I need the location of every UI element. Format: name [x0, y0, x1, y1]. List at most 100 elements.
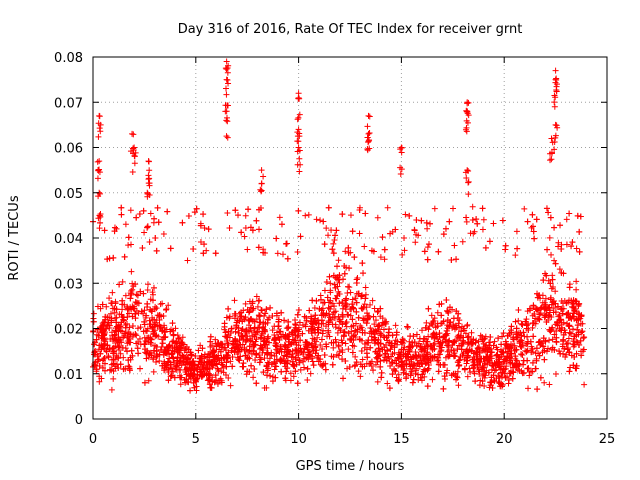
- data-point-peak: [96, 125, 103, 132]
- data-point: [376, 352, 383, 359]
- data-point: [404, 324, 411, 331]
- data-point: [413, 217, 420, 224]
- data-point: [95, 356, 102, 363]
- data-point: [93, 336, 100, 343]
- data-point: [340, 276, 347, 283]
- data-point: [273, 350, 280, 357]
- data-point: [300, 358, 307, 365]
- data-point: [513, 228, 520, 235]
- data-point: [247, 324, 254, 331]
- data-point: [242, 352, 249, 359]
- data-point: [236, 357, 243, 364]
- data-point: [142, 340, 149, 347]
- data-point: [493, 375, 500, 382]
- data-point: [242, 225, 249, 232]
- data-point: [473, 353, 480, 360]
- data-point: [570, 341, 577, 348]
- data-point-peak: [225, 80, 232, 87]
- data-point: [498, 348, 505, 355]
- data-point: [301, 313, 308, 320]
- data-point: [294, 380, 301, 387]
- data-point: [494, 351, 501, 358]
- data-point: [328, 227, 335, 234]
- data-point: [292, 317, 299, 324]
- data-point: [164, 358, 171, 365]
- data-point: [334, 274, 341, 281]
- data-point: [421, 345, 428, 352]
- data-point: [220, 344, 227, 351]
- data-point: [256, 297, 263, 304]
- data-point: [336, 316, 343, 323]
- data-point: [223, 363, 230, 370]
- data-point: [552, 300, 559, 307]
- data-point: [347, 212, 354, 219]
- data-point: [345, 346, 352, 353]
- data-point: [157, 325, 164, 332]
- data-point: [361, 301, 368, 308]
- data-point: [548, 346, 555, 353]
- data-point: [519, 342, 526, 349]
- data-point: [535, 307, 542, 314]
- data-point: [128, 287, 135, 294]
- data-point: [96, 225, 103, 232]
- data-point: [275, 316, 282, 323]
- data-point: [420, 368, 427, 375]
- data-point: [470, 336, 477, 343]
- data-point: [551, 257, 558, 264]
- data-point: [132, 281, 139, 288]
- data-point: [413, 342, 420, 349]
- data-point: [347, 336, 354, 343]
- data-point: [437, 343, 444, 350]
- data-point: [311, 304, 318, 311]
- data-point: [292, 339, 299, 346]
- data-point: [330, 272, 337, 279]
- data-point: [416, 363, 423, 370]
- data-point: [99, 301, 106, 308]
- data-point: [238, 313, 245, 320]
- data-point: [422, 346, 429, 353]
- data-point: [296, 357, 303, 364]
- data-point: [424, 383, 431, 390]
- data-point: [536, 338, 543, 345]
- data-point-peak: [552, 121, 559, 128]
- data-point: [279, 331, 286, 338]
- data-point-peak: [222, 102, 229, 109]
- data-point: [98, 375, 105, 382]
- data-point-peak: [222, 108, 229, 115]
- data-point: [303, 339, 310, 346]
- data-point: [345, 244, 352, 251]
- data-point: [468, 347, 475, 354]
- data-point-peak: [223, 85, 230, 92]
- data-point: [351, 254, 358, 261]
- data-point: [378, 331, 385, 338]
- data-point: [173, 357, 180, 364]
- data-point: [326, 314, 333, 321]
- data-point-peak: [145, 158, 152, 165]
- x-tick-label: 25: [599, 432, 616, 447]
- data-point: [566, 368, 573, 375]
- data-point: [262, 310, 269, 317]
- data-point-peak: [145, 176, 152, 183]
- data-point-peak: [97, 190, 104, 197]
- data-point: [411, 226, 418, 233]
- data-point: [141, 341, 148, 348]
- data-point: [119, 301, 126, 308]
- data-point: [264, 367, 271, 374]
- data-point: [435, 368, 442, 375]
- data-point: [205, 226, 212, 233]
- data-point: [523, 316, 530, 323]
- data-point: [541, 379, 548, 386]
- data-point: [331, 309, 338, 316]
- data-point: [488, 349, 495, 356]
- data-point: [291, 327, 298, 334]
- data-point: [125, 234, 132, 241]
- data-point: [503, 363, 510, 370]
- data-point: [473, 216, 480, 223]
- data-point: [310, 362, 317, 369]
- data-point-peak: [464, 110, 471, 117]
- data-point: [223, 314, 230, 321]
- data-point-peak: [296, 133, 303, 140]
- data-point: [255, 297, 262, 304]
- data-point: [91, 341, 98, 348]
- data-point: [343, 319, 350, 326]
